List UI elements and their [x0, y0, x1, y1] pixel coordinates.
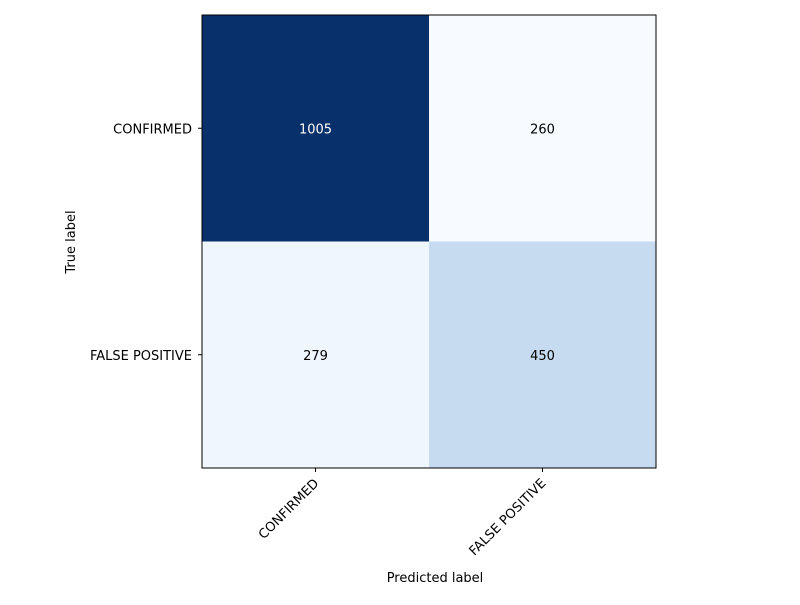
cell-value-label: 450 [530, 349, 555, 364]
heatmap-cell-0-1 [429, 15, 656, 242]
y-axis-label: True label [64, 210, 79, 274]
y-tick-label: FALSE POSITIVE [90, 349, 192, 364]
x-axis-label: Predicted label [387, 571, 484, 586]
x-tick-label: CONFIRMED [256, 476, 322, 542]
heatmap-cell-0-0 [202, 15, 429, 242]
cell-value-label: 260 [530, 122, 555, 137]
y-ticks-group: CONFIRMED FALSE POSITIVE [90, 122, 202, 364]
x-ticks-group: CONFIRMED FALSE POSITIVE [256, 468, 549, 559]
cell-labels-group: 1005 260 279 450 [299, 122, 555, 364]
heatmap-cell-1-1 [429, 241, 656, 468]
cell-value-label: 279 [303, 349, 328, 364]
cell-value-label: 1005 [299, 122, 332, 137]
x-tick-label: FALSE POSITIVE [467, 476, 550, 559]
heatmap-cell-1-0 [202, 241, 429, 468]
y-tick-label: CONFIRMED [113, 122, 192, 137]
plot-frame [201, 14, 657, 469]
cells-group [202, 15, 656, 468]
